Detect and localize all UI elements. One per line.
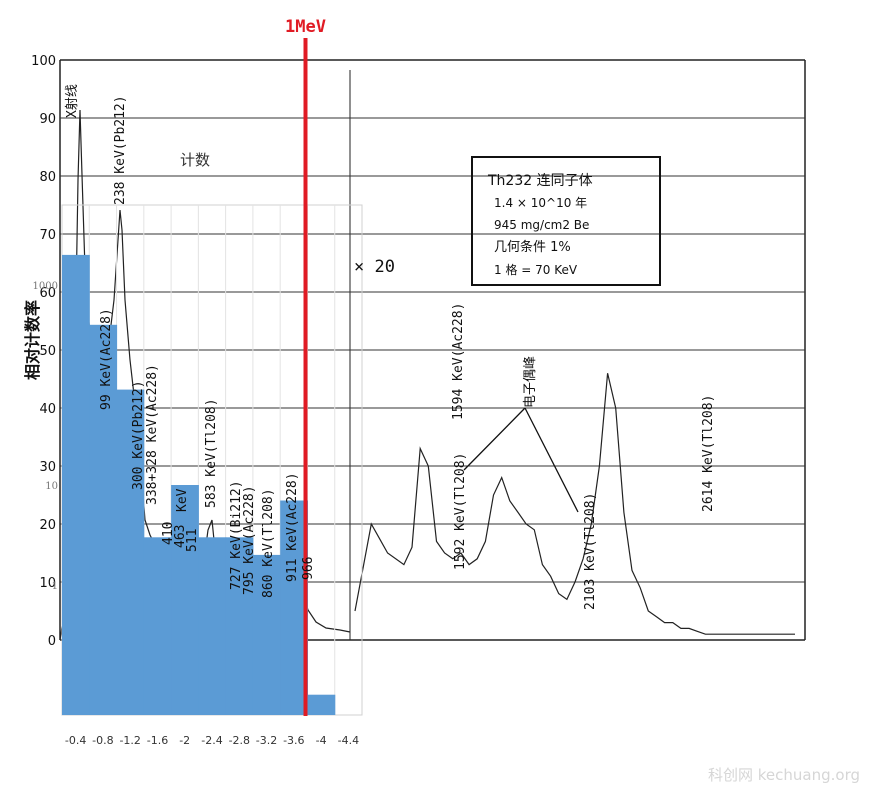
spectrum-y-tick-label: 0 — [48, 634, 56, 649]
peak-label-911: 911 KeV(Ac228) — [285, 472, 300, 582]
pair-peak-annotation: 电子偶峰 — [463, 356, 579, 513]
bar — [252, 554, 281, 715]
bar — [89, 324, 118, 715]
peak-label-966: 966 — [301, 557, 316, 580]
peak-label-99: 99 KeV(Ac228) — [99, 308, 114, 410]
peak-label-338: 338+328 KeV(Ac228) — [145, 364, 160, 505]
peak-label-xray: X射线 — [64, 84, 80, 118]
peak-label-795: 795 KeV(Ac228) — [242, 485, 257, 595]
spectrum-y-ticks: 0 10 20 30 40 50 60 70 80 90 100 — [31, 54, 56, 649]
bar — [116, 389, 145, 715]
bar — [171, 485, 199, 715]
bar-x-tick-label: -4 — [316, 734, 327, 747]
count-label: 计数 — [180, 151, 210, 169]
info-line-4: 几何条件 1% — [494, 239, 571, 255]
peak-label-238: 238 KeV(Pb212) — [113, 95, 128, 205]
spectrum-y-tick-label: 20 — [39, 518, 56, 533]
spectrum-y-tick-label: 40 — [39, 402, 56, 417]
spectrum-y-tick-label: 50 — [39, 344, 56, 359]
bar — [143, 537, 172, 715]
bar-x-tick-label: -3.6 — [283, 734, 304, 747]
bar-x-tick-label: -0.8 — [92, 734, 113, 747]
info-box: Th232 连同子体 1.4 × 10^10 年 945 mg/cm2 Be 几… — [471, 156, 661, 286]
peak-label-511: 511 — [185, 529, 200, 552]
bar-x-tick-label: -1.2 — [119, 734, 140, 747]
bar-y-tick-label: 1 — [52, 581, 58, 592]
scale-label: × 20 — [354, 257, 395, 277]
peak-label-2614: 2614 KeV(Tl208) — [701, 395, 716, 512]
bar-series — [62, 254, 336, 715]
spectrum-y-tick-label: 60 — [39, 286, 56, 301]
info-line-5: 1 格 = 70 KeV — [494, 262, 578, 277]
bar — [62, 254, 90, 715]
spectrum-y-tick-label: 90 — [39, 112, 56, 127]
peak-label-410: 410 — [161, 522, 176, 545]
peak-label-1594: 1594 KeV(Ac228) — [451, 303, 466, 420]
info-line-2: 1.4 × 10^10 年 — [494, 196, 587, 210]
spectrum-y-tick-label: 80 — [39, 170, 56, 185]
bar-x-tick-label: -1.6 — [147, 734, 168, 747]
spectrum-y-tick-label: 30 — [39, 460, 56, 475]
bar-x-tick-label: -2.8 — [229, 734, 250, 747]
pair-peak-label: 电子偶峰 — [523, 356, 538, 408]
bar-x-ticks: -0.4 -0.8 -1.2 -1.6 -2 -2.4 -2.8 -3.2 -3.6 -4 -4.4 — [65, 734, 359, 747]
spectrum-trace-high — [354, 373, 795, 635]
bar — [280, 500, 308, 715]
peak-label-300: 300 KeV(Pb212) — [131, 380, 146, 490]
spectrum-y-tick-label: 70 — [39, 228, 56, 243]
y-axis-label: 相对计数率 — [23, 300, 42, 380]
peak-label-463: 463 — [173, 525, 188, 548]
info-line-1: Th232 连同子体 — [487, 173, 593, 189]
bar — [307, 694, 336, 715]
bar-x-tick-label: -4.4 — [338, 734, 359, 747]
bar-x-tick-label: -0.4 — [65, 734, 86, 747]
bar — [225, 537, 254, 715]
peak-label-kev: KeV — [175, 488, 190, 512]
bar — [198, 537, 227, 715]
one-mev-marker-label: 1MeV — [285, 17, 326, 37]
watermark-text: 科创网 kechuang.org — [708, 766, 860, 784]
bar-x-tick-label: -2.4 — [201, 734, 222, 747]
watermark: 科创网 kechuang.org — [708, 766, 860, 784]
bar-y-tick-label: 1000 — [33, 281, 58, 292]
peak-label-727: 727 KeV(Bi212) — [229, 480, 244, 590]
bar-x-tick-label: -3.2 — [256, 734, 277, 747]
bar-y-tick-label: 10 — [45, 481, 58, 492]
peak-labels: X射线 238 KeV(Pb212) 99 KeV(Ac228) 300 KeV… — [64, 84, 716, 610]
bar-x-tick-label: -2 — [179, 734, 190, 747]
peak-label-583: 583 KeV(Tl208) — [204, 398, 219, 508]
info-line-3: 945 mg/cm2 Be — [494, 218, 589, 232]
peak-label-1592: 1592 KeV(Tl208) — [453, 453, 468, 570]
peak-label-860: 860 KeV(Tl208) — [261, 488, 276, 598]
spectrum-y-tick-label: 10 — [39, 576, 56, 591]
peak-label-2103: 2103 KeV(Tl208) — [583, 493, 598, 610]
spectrum-y-tick-label: 100 — [31, 54, 56, 69]
